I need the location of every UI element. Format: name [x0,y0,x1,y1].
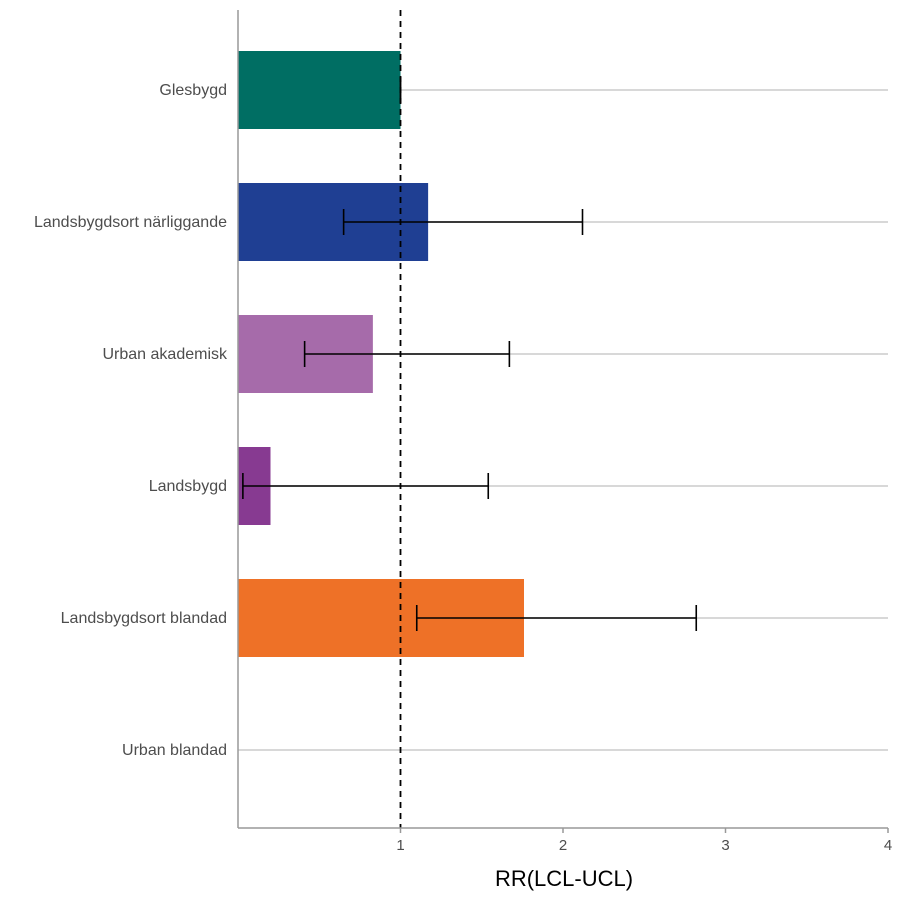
error-bar [243,473,488,499]
x-axis-title: RR(LCL-UCL) [495,866,633,891]
x-tick-label: 1 [396,837,404,854]
x-tick-label: 2 [559,837,567,854]
x-tick-label: 3 [721,837,729,854]
x-tick-labels: 1 2 3 4 [396,837,892,854]
category-label: Urban akademisk [103,346,229,363]
category-label: Landsbygd [149,478,227,495]
category-label: Landsbygdsort närliggande [34,214,227,231]
bar [238,51,401,129]
axes [238,10,888,833]
category-label: Landsbygdsort blandad [61,610,227,627]
category-labels: Glesbygd Landsbygdsort närliggande Urban a… [34,82,228,759]
chart: Glesbygd Landsbygdsort närliggande Urban a… [0,0,900,900]
x-tick-label: 4 [884,837,892,854]
category-label: Glesbygd [159,82,227,99]
category-label: Urban blandad [122,742,227,759]
